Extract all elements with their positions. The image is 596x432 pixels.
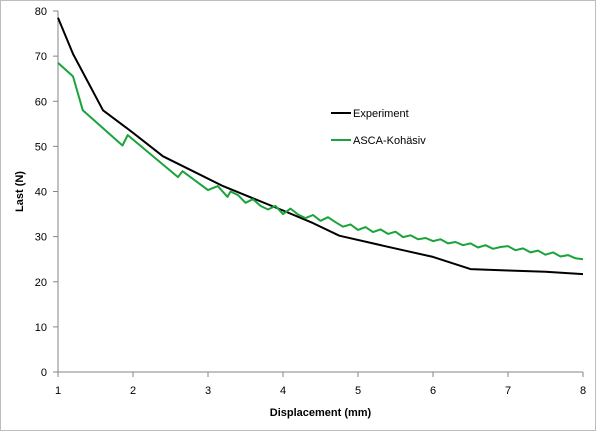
y-axis-title: Last (N) <box>14 171 26 212</box>
x-tick-label: 3 <box>205 385 211 397</box>
legend: Experiment ASCA-Kohäsiv <box>331 108 426 147</box>
x-tick-label: 1 <box>55 385 61 397</box>
x-tick-label: 8 <box>580 385 586 397</box>
x-tick-label: 7 <box>505 385 511 397</box>
y-tick-label: 50 <box>35 141 47 153</box>
legend-label: Experiment <box>353 108 409 120</box>
y-tick-label: 10 <box>35 322 47 334</box>
x-tick-label: 2 <box>130 385 136 397</box>
x-tick-label: 5 <box>355 385 361 397</box>
series-line-experiment <box>57 17 584 276</box>
x-tick-label: 4 <box>280 385 286 397</box>
y-tick-label: 70 <box>35 51 47 63</box>
legend-label: ASCA-Kohäsiv <box>353 135 426 147</box>
x-tick-label: 6 <box>430 385 436 397</box>
y-tick-label: 60 <box>35 96 47 108</box>
y-tick-label: 80 <box>35 6 47 18</box>
series-line-asca-kohasiv <box>57 62 584 261</box>
series-layer <box>57 17 584 276</box>
y-tick-label: 0 <box>41 367 47 379</box>
axes: 0 10 20 30 40 50 60 70 80 1 2 3 4 5 6 7 8 <box>35 6 586 397</box>
y-tick-label: 20 <box>35 277 47 289</box>
y-tick-label: 30 <box>35 232 47 244</box>
y-tick-label: 40 <box>35 187 47 199</box>
x-axis-title: Displacement (mm) <box>270 407 372 419</box>
